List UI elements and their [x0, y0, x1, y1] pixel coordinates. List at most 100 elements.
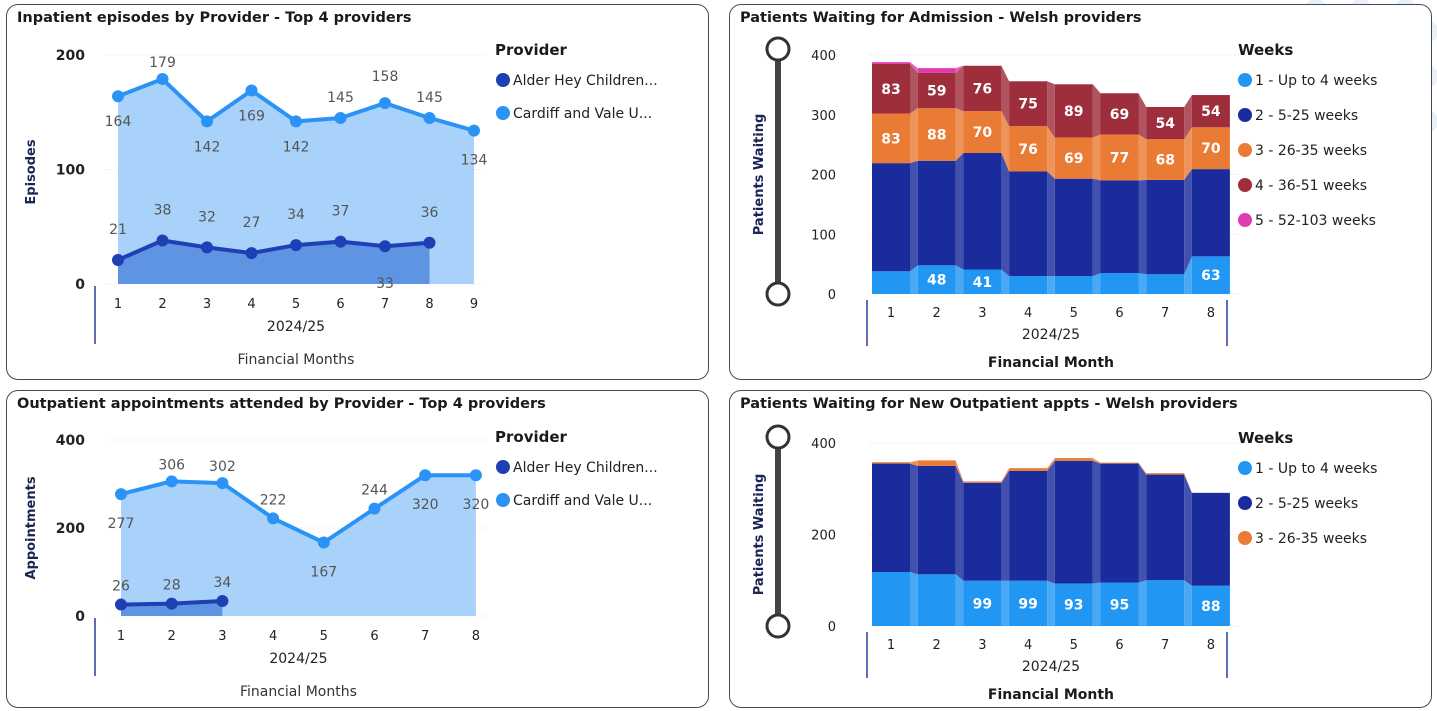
- y-tick-label: 0: [75, 609, 85, 625]
- x-tick-label: 5: [292, 297, 300, 312]
- y-tick-label: 400: [56, 433, 85, 449]
- zoom-slider-handle-top[interactable]: [765, 36, 791, 62]
- panel-title: Patients Waiting for Admission - Welsh p…: [740, 10, 1142, 26]
- data-label: 76: [1018, 142, 1037, 158]
- bar-segment: [963, 481, 1002, 483]
- ribbon: [1138, 273, 1147, 294]
- x-axis-title: Financial Month: [988, 355, 1114, 371]
- data-label: 59: [927, 84, 946, 100]
- y-tick-label: 200: [811, 169, 836, 184]
- bar-segment: [963, 269, 1002, 294]
- ribbon: [1138, 463, 1147, 583]
- x-tick-label: 3: [218, 629, 226, 644]
- ribbon: [1047, 276, 1055, 294]
- bar-segment: [1191, 127, 1230, 170]
- data-point: [379, 240, 391, 253]
- data-point: [112, 90, 124, 103]
- panel-title: Outpatient appointments attended by Prov…: [17, 396, 546, 412]
- bar-segment: [1054, 178, 1093, 277]
- data-point: [379, 97, 391, 110]
- data-label: 83: [881, 82, 900, 98]
- bar-segment: [1100, 582, 1139, 626]
- data-point: [290, 239, 302, 252]
- bar-segment: [1191, 95, 1230, 128]
- ribbon: [1184, 580, 1192, 626]
- data-label: 306: [158, 457, 185, 473]
- data-label: 142: [283, 139, 310, 155]
- bar-segment: [917, 72, 956, 109]
- data-label: 179: [149, 55, 176, 71]
- legend-label: Cardiff and Vale U...: [513, 493, 652, 509]
- bar-segment: [872, 62, 910, 64]
- x-tick-label: 7: [1161, 306, 1169, 321]
- data-label: 88: [1201, 599, 1220, 615]
- legend-label: Cardiff and Vale U...: [513, 106, 652, 122]
- legend-marker: [1238, 143, 1252, 157]
- data-label: 145: [416, 90, 443, 106]
- ribbon: [1001, 470, 1010, 581]
- data-label: 27: [243, 215, 261, 231]
- data-point: [115, 488, 127, 501]
- bar-segment: [917, 68, 956, 73]
- x-axis-title: Financial Months: [240, 684, 357, 700]
- ribbon: [1047, 81, 1055, 138]
- ribbon: [1184, 127, 1192, 180]
- zoom-slider-handle-bottom[interactable]: [765, 613, 791, 639]
- x-axis-year: 2024/25: [1022, 327, 1080, 343]
- x-tick-label: 3: [978, 306, 986, 321]
- data-label: 95: [1110, 597, 1129, 613]
- data-label: 89: [1064, 104, 1083, 120]
- x-tick-label: 4: [1024, 638, 1032, 653]
- ribbon: [910, 160, 918, 272]
- data-point: [334, 235, 347, 248]
- legend-title: Provider: [495, 41, 568, 59]
- bar-segment: [872, 572, 910, 626]
- data-point: [290, 115, 302, 128]
- data-point: [267, 512, 280, 525]
- inpatient-episodes-panel[interactable]: Inpatient episodes by Provider - Top 4 p…: [6, 4, 709, 380]
- ribbon: [1001, 580, 1010, 626]
- y-tick-label: 0: [828, 620, 836, 635]
- legend-marker: [496, 73, 510, 87]
- ribbon: [1184, 256, 1192, 294]
- outpatient-appointments-panel[interactable]: Outpatient appointments attended by Prov…: [6, 390, 709, 708]
- data-label: 69: [1110, 107, 1129, 123]
- x-tick-label: 4: [247, 297, 255, 312]
- bar-segment: [917, 460, 956, 466]
- zoom-slider-handle-top[interactable]: [765, 424, 791, 450]
- ribbon: [1138, 580, 1147, 626]
- bar-segment: [1146, 274, 1185, 294]
- x-tick-label: 8: [472, 629, 480, 644]
- ribbon: [910, 460, 918, 466]
- data-label: 70: [973, 125, 993, 141]
- ribbon: [1092, 460, 1101, 584]
- y-axis-title: Patients Waiting: [752, 114, 767, 236]
- bar-segment: [1009, 126, 1048, 172]
- zoom-slider-handle-bottom[interactable]: [765, 281, 791, 307]
- legend-label: 1 - Up to 4 weeks: [1255, 461, 1377, 477]
- legend-marker: [1238, 108, 1252, 122]
- bar-segment: [872, 63, 910, 114]
- outpatient-waiting-panel[interactable]: Patients Waiting for New Outpatient appt…: [729, 390, 1432, 708]
- bar-segment: [963, 65, 1002, 112]
- bar-segment: [1054, 84, 1093, 138]
- bar-segment: [872, 271, 910, 294]
- data-point: [201, 241, 213, 254]
- x-tick-label: 1: [114, 297, 122, 312]
- ribbon: [1092, 178, 1101, 277]
- legend-marker: [1238, 73, 1252, 87]
- admission-waiting-panel[interactable]: Patients Waiting for Admission - Welsh p…: [729, 4, 1432, 380]
- y-tick-label: 200: [56, 521, 85, 537]
- ribbon: [1001, 111, 1010, 172]
- bar-segment: [872, 463, 910, 573]
- legend-label: Alder Hey Children...: [513, 73, 658, 89]
- ribbon: [1092, 458, 1101, 464]
- ribbon: [910, 108, 918, 164]
- data-point: [334, 111, 347, 124]
- ribbon: [1047, 126, 1055, 179]
- bar-segment: [1054, 137, 1093, 179]
- ribbon: [955, 152, 964, 270]
- x-tick-label: 4: [269, 629, 277, 644]
- data-label: 41: [973, 275, 992, 291]
